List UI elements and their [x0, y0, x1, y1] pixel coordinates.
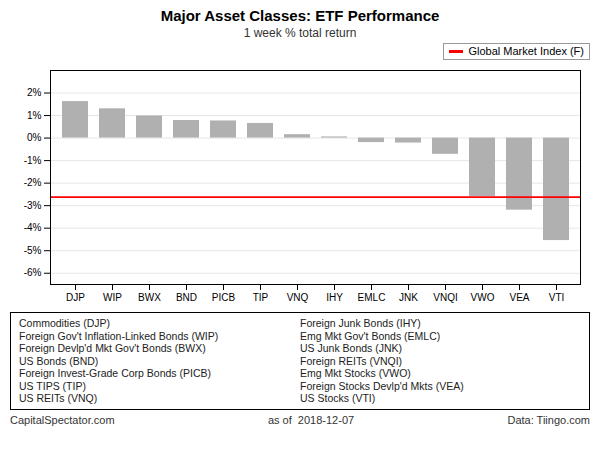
svg-text:2%: 2% [27, 87, 42, 98]
svg-text:WIP: WIP [103, 292, 122, 303]
html-text:Global Market Index (F): Global Market Index (F) [468, 45, 584, 57]
svg-text:VNQI: VNQI [433, 292, 457, 303]
html-text:as of 2018-12-07: as of 2018-12-07 [267, 413, 355, 426]
svg-text:BWX: BWX [138, 292, 161, 303]
svg-text:DJP: DJP [66, 292, 85, 303]
html-text:CapitalSpectator.com: CapitalSpectator.com [10, 413, 115, 426]
svg-text:-2%: -2% [24, 177, 42, 188]
svg-text:VTI: VTI [549, 292, 565, 303]
html-text:1 week % total return: 1 week % total return [243, 26, 357, 40]
svg-text:IHY: IHY [326, 292, 343, 303]
svg-text:TIP: TIP [253, 292, 269, 303]
svg-text:1%: 1% [27, 110, 42, 121]
svg-text:-6%: -6% [24, 267, 42, 278]
svg-text:-1%: -1% [24, 155, 42, 166]
svg-text:VNQ: VNQ [287, 292, 309, 303]
html-text:Major Asset Classes: ETF Perfo: Major Asset Classes: ETF Performance [160, 7, 440, 24]
svg-text:-5%: -5% [24, 245, 42, 256]
svg-text:JNK: JNK [399, 292, 418, 303]
html-text:Foreign Junk Bonds (IHY) Emg M: Foreign Junk Bonds (IHY) Emg Mkt Gov't B… [300, 317, 464, 404]
svg-text:-3%: -3% [24, 200, 42, 211]
svg-text:-4%: -4% [24, 222, 42, 233]
svg-text:BND: BND [176, 292, 197, 303]
svg-text:VEA: VEA [509, 292, 529, 303]
html-text:Commodities (DJP) Foreign Gov': Commodities (DJP) Foreign Gov't Inflatio… [19, 317, 219, 404]
html-text:Data: Tiingo.com: Data: Tiingo.com [507, 413, 590, 426]
svg-text:PICB: PICB [212, 292, 236, 303]
svg-text:EMLC: EMLC [358, 292, 386, 303]
svg-text:0%: 0% [27, 132, 42, 143]
svg-text:VWO: VWO [471, 292, 495, 303]
